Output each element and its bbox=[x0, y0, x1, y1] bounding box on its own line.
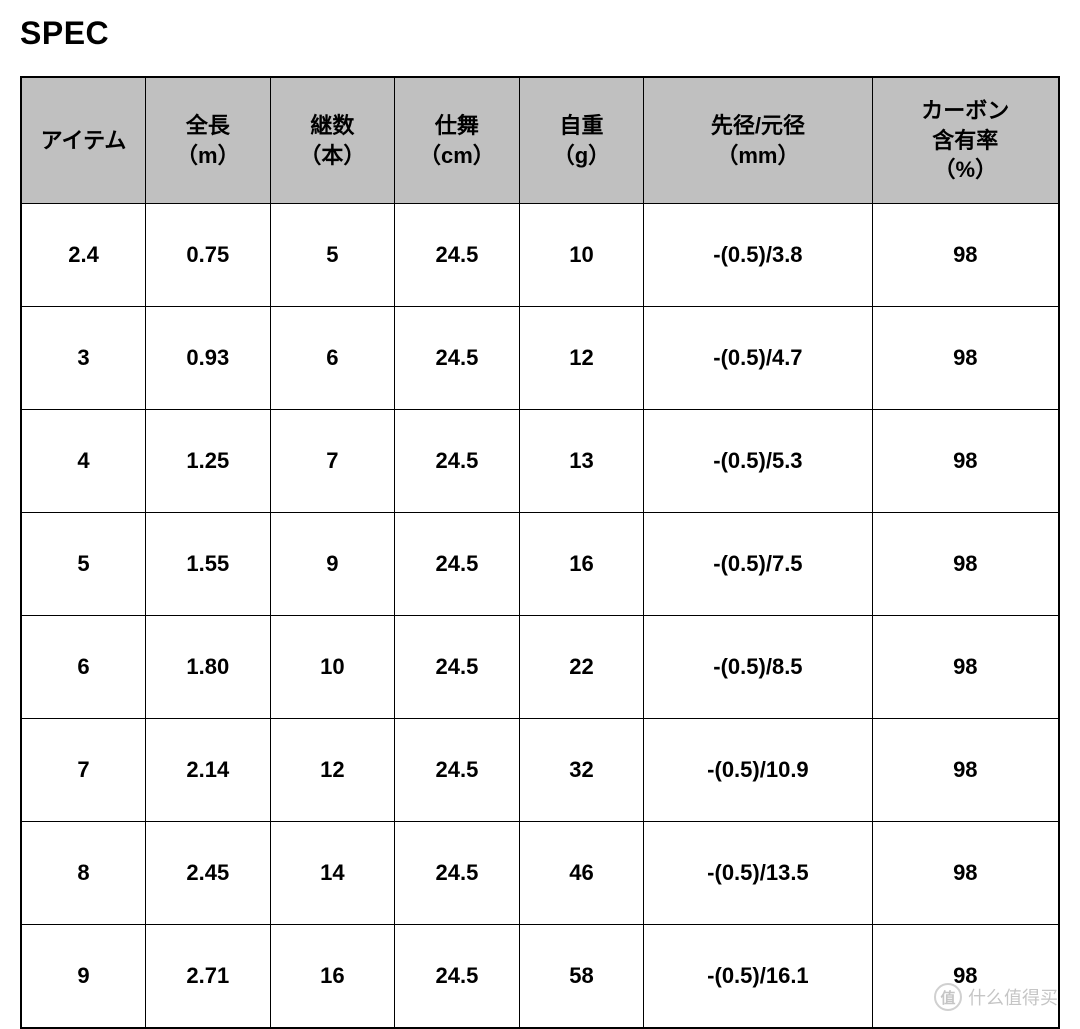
table-cell: 58 bbox=[519, 925, 644, 1028]
table-cell: -(0.5)/7.5 bbox=[644, 513, 872, 616]
table-cell: -(0.5)/10.9 bbox=[644, 719, 872, 822]
table-cell: 0.75 bbox=[146, 204, 271, 307]
table-row: 41.25724.513-(0.5)/5.398 bbox=[21, 410, 1059, 513]
table-cell: 1.25 bbox=[146, 410, 271, 513]
header-unit: （cm） bbox=[419, 143, 495, 168]
watermark: 值 什么值得买 bbox=[934, 983, 1058, 1011]
header-label2: 含有率 bbox=[932, 128, 998, 153]
col-header-weight: 自重 （g） bbox=[519, 77, 644, 204]
col-header-item: アイテム bbox=[21, 77, 146, 204]
spec-table: アイテム 全長 （m） 継数 （本） 仕舞 （cm） 自重 （g） 先径/元径 … bbox=[20, 76, 1060, 1029]
table-row: 92.711624.558-(0.5)/16.198 bbox=[21, 925, 1059, 1028]
table-cell: 32 bbox=[519, 719, 644, 822]
table-cell: 2.14 bbox=[146, 719, 271, 822]
table-cell: 9 bbox=[21, 925, 146, 1028]
header-unit: （g） bbox=[553, 143, 610, 168]
table-header-row: アイテム 全長 （m） 継数 （本） 仕舞 （cm） 自重 （g） 先径/元径 … bbox=[21, 77, 1059, 204]
table-cell: 1.80 bbox=[146, 616, 271, 719]
header-label: 全長 bbox=[186, 113, 230, 138]
table-cell: 5 bbox=[21, 513, 146, 616]
table-row: 2.40.75524.510-(0.5)/3.898 bbox=[21, 204, 1059, 307]
table-cell: 2.45 bbox=[146, 822, 271, 925]
table-cell: 0.93 bbox=[146, 307, 271, 410]
table-cell: 2.71 bbox=[146, 925, 271, 1028]
table-cell: 5 bbox=[270, 204, 395, 307]
table-cell: -(0.5)/13.5 bbox=[644, 822, 872, 925]
header-label: アイテム bbox=[41, 128, 127, 153]
table-cell: -(0.5)/3.8 bbox=[644, 204, 872, 307]
table-cell: -(0.5)/8.5 bbox=[644, 616, 872, 719]
table-cell: 98 bbox=[872, 410, 1059, 513]
table-row: 30.93624.512-(0.5)/4.798 bbox=[21, 307, 1059, 410]
table-cell: 1.55 bbox=[146, 513, 271, 616]
table-cell: 24.5 bbox=[395, 307, 520, 410]
table-cell: 3 bbox=[21, 307, 146, 410]
table-cell: 98 bbox=[872, 822, 1059, 925]
table-cell: 16 bbox=[270, 925, 395, 1028]
table-cell: 46 bbox=[519, 822, 644, 925]
table-cell: 10 bbox=[519, 204, 644, 307]
header-unit: （%） bbox=[934, 157, 998, 182]
table-cell: 98 bbox=[872, 513, 1059, 616]
table-cell: 6 bbox=[21, 616, 146, 719]
table-body: 2.40.75524.510-(0.5)/3.89830.93624.512-(… bbox=[21, 204, 1059, 1028]
header-unit: （mm） bbox=[716, 143, 799, 168]
table-cell: 8 bbox=[21, 822, 146, 925]
table-cell: 98 bbox=[872, 925, 1059, 1028]
table-cell: 16 bbox=[519, 513, 644, 616]
table-cell: 24.5 bbox=[395, 513, 520, 616]
header-label: 先径/元径 bbox=[711, 113, 805, 138]
col-header-carbon: カーボン 含有率 （%） bbox=[872, 77, 1059, 204]
table-cell: 98 bbox=[872, 307, 1059, 410]
table-cell: 24.5 bbox=[395, 719, 520, 822]
watermark-icon: 值 bbox=[934, 983, 962, 1011]
table-cell: 7 bbox=[21, 719, 146, 822]
table-row: 82.451424.546-(0.5)/13.598 bbox=[21, 822, 1059, 925]
table-cell: 98 bbox=[872, 719, 1059, 822]
table-cell: -(0.5)/5.3 bbox=[644, 410, 872, 513]
table-cell: -(0.5)/16.1 bbox=[644, 925, 872, 1028]
header-label: 自重 bbox=[559, 113, 603, 138]
table-cell: 10 bbox=[270, 616, 395, 719]
table-cell: 7 bbox=[270, 410, 395, 513]
table-row: 72.141224.532-(0.5)/10.998 bbox=[21, 719, 1059, 822]
table-cell: 12 bbox=[270, 719, 395, 822]
table-cell: 4 bbox=[21, 410, 146, 513]
table-cell: 24.5 bbox=[395, 822, 520, 925]
table-cell: 98 bbox=[872, 204, 1059, 307]
table-cell: 13 bbox=[519, 410, 644, 513]
watermark-text: 什么值得买 bbox=[968, 984, 1058, 1010]
col-header-length: 全長 （m） bbox=[146, 77, 271, 204]
table-cell: 24.5 bbox=[395, 925, 520, 1028]
table-cell: 9 bbox=[270, 513, 395, 616]
table-cell: 24.5 bbox=[395, 204, 520, 307]
header-unit: （m） bbox=[176, 143, 240, 168]
header-label: 継数 bbox=[310, 113, 354, 138]
page-title: SPEC bbox=[20, 15, 1060, 52]
table-cell: 24.5 bbox=[395, 410, 520, 513]
header-unit: （本） bbox=[299, 143, 365, 168]
header-label: カーボン bbox=[921, 98, 1009, 123]
table-cell: 22 bbox=[519, 616, 644, 719]
table-cell: 12 bbox=[519, 307, 644, 410]
table-cell: 2.4 bbox=[21, 204, 146, 307]
col-header-diameter: 先径/元径 （mm） bbox=[644, 77, 872, 204]
table-cell: 24.5 bbox=[395, 616, 520, 719]
table-cell: 6 bbox=[270, 307, 395, 410]
table-cell: -(0.5)/4.7 bbox=[644, 307, 872, 410]
table-cell: 98 bbox=[872, 616, 1059, 719]
col-header-sections: 継数 （本） bbox=[270, 77, 395, 204]
table-row: 51.55924.516-(0.5)/7.598 bbox=[21, 513, 1059, 616]
col-header-closed: 仕舞 （cm） bbox=[395, 77, 520, 204]
table-row: 61.801024.522-(0.5)/8.598 bbox=[21, 616, 1059, 719]
table-cell: 14 bbox=[270, 822, 395, 925]
header-label: 仕舞 bbox=[435, 113, 479, 138]
